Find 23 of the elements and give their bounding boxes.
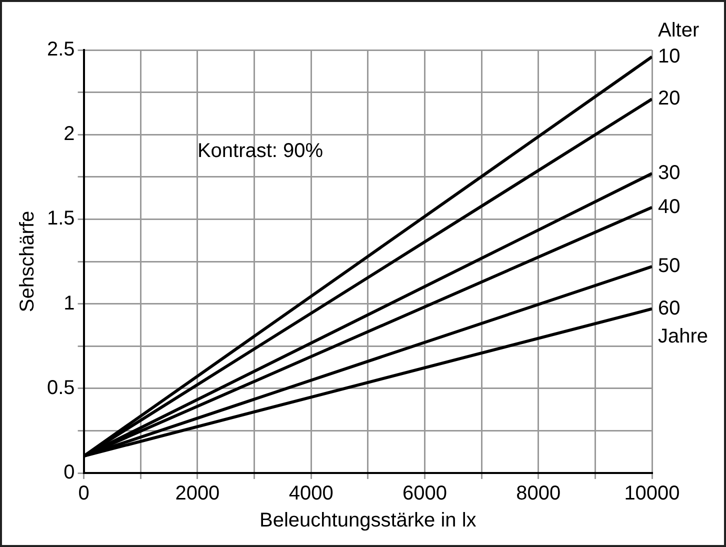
- series-label: 10: [658, 45, 680, 68]
- x-tick-label: 8000: [516, 482, 561, 505]
- y-tick-label: 2: [64, 123, 75, 146]
- y-tick-label: 1.5: [46, 208, 75, 230]
- legend-title: Alter: [658, 19, 700, 42]
- x-tick-label: 0: [78, 482, 90, 505]
- text: Jahre: [658, 325, 708, 348]
- x-tick-label: 6000: [402, 482, 447, 505]
- x-tick-label: 2000: [175, 482, 220, 505]
- x-axis-title: Beleuchtungsstärke in lx: [260, 510, 476, 532]
- series-label: 50: [658, 255, 680, 278]
- x-tick-label: 10000: [624, 482, 680, 505]
- y-tick-label: 1: [64, 292, 75, 314]
- y-tick-label: 0.5: [46, 376, 75, 399]
- y-tick-label: 2.5: [46, 38, 75, 61]
- y-axis-title: Sehschärfe: [16, 210, 39, 312]
- series-label: 20: [658, 88, 680, 110]
- series-label: 60: [658, 297, 680, 320]
- annotation: Kontrast: 90%: [197, 140, 324, 162]
- series-label: 40: [658, 196, 680, 218]
- series-label: 30: [658, 162, 680, 184]
- y-tick-label: 0: [64, 462, 75, 484]
- x-tick-label: 4000: [288, 482, 334, 505]
